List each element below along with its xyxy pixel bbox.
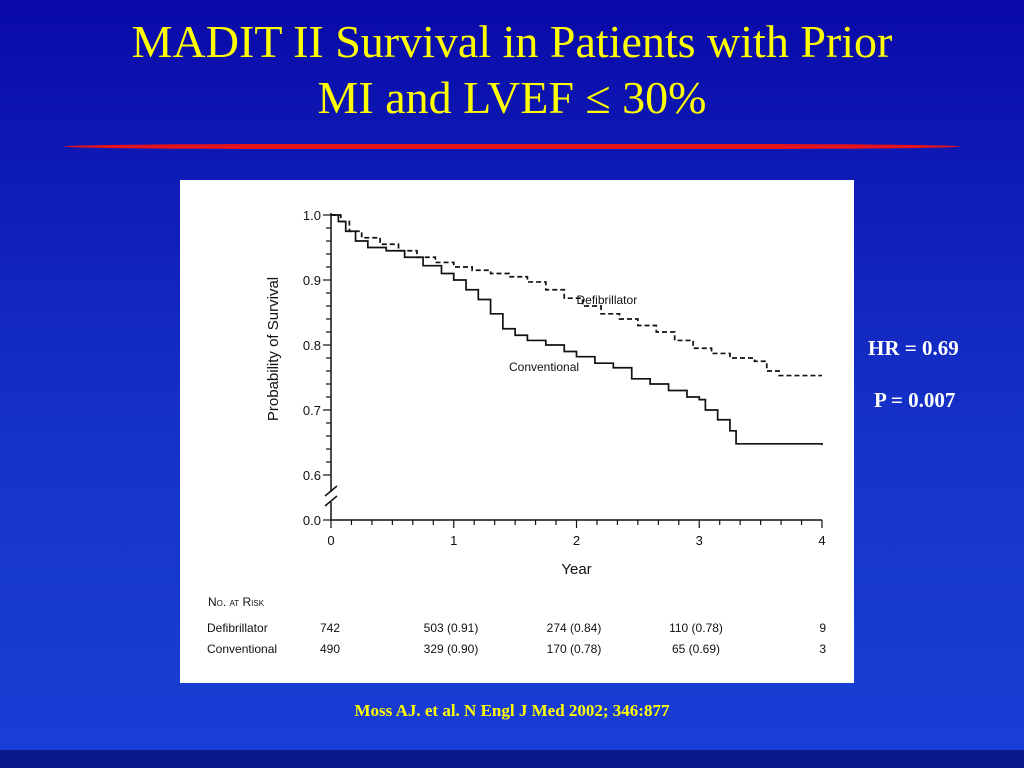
hazard-ratio-text: HR = 0.69 (868, 336, 959, 360)
at-risk-cell: 742 (320, 621, 340, 635)
series-line-conventional (331, 214, 823, 446)
x-tick-label: 2 (573, 533, 580, 548)
at-risk-cell: 490 (320, 642, 340, 656)
y-tick-label: 0.0 (303, 513, 321, 528)
y-tick-label: 0.6 (303, 468, 321, 483)
at-risk-cell: 503 (0.91) (424, 621, 479, 635)
at-risk-cell: 274 (0.84) (547, 621, 602, 635)
x-tick-label: 4 (818, 533, 825, 548)
at-risk-cell: 65 (0.69) (672, 642, 720, 656)
bottom-strip (0, 750, 1024, 768)
y-tick-label: 0.8 (303, 338, 321, 353)
at-risk-header: No. at Risk (208, 595, 265, 609)
y-tick-label: 1.0 (303, 208, 321, 223)
slide-title: MADIT II Survival in Patients with Prior… (20, 14, 1004, 126)
at-risk-cell: 110 (0.78) (669, 621, 723, 635)
y-tick-label: 0.7 (303, 403, 321, 418)
series-annotation: Defibrillator (577, 293, 638, 307)
survival-chart: 0 1 2 3 4 0.0 0.6 0.7 0.8 0.9 1.0 Year Probability o… (207, 208, 826, 656)
at-risk-cell: 3 (819, 642, 826, 656)
x-tick-label: 0 (327, 533, 334, 548)
series-line-defibrillator (331, 214, 822, 377)
title-line-2: MI and LVEF ≤ 30% (317, 72, 707, 123)
axis-break-mark (324, 485, 338, 497)
x-tick-label: 1 (450, 533, 457, 548)
title-underline (64, 144, 960, 149)
at-risk-cell: 170 (0.78) (547, 642, 602, 656)
y-axis-label: Probability of Survival (265, 277, 282, 421)
survival-chart-panel: 0 1 2 3 4 0.0 0.6 0.7 0.8 0.9 1.0 Year Probability o… (180, 180, 854, 683)
citation: Moss AJ. et al. N Engl J Med 2002; 346:8… (354, 701, 670, 720)
x-tick-label: 3 (696, 533, 703, 548)
title-line-1: MADIT II Survival in Patients with Prior (131, 16, 893, 67)
series-annotation: Conventional (509, 360, 579, 374)
at-risk-cell: 9 (819, 621, 826, 635)
at-risk-row-label: Conventional (207, 642, 277, 656)
x-axis-label: Year (561, 561, 591, 578)
at-risk-row-label: Defibrillator (207, 621, 268, 635)
axis-break-mark (324, 495, 338, 507)
p-value-text: P = 0.007 (874, 388, 956, 412)
at-risk-cell: 329 (0.90) (424, 642, 479, 656)
y-tick-label: 0.9 (303, 273, 321, 288)
